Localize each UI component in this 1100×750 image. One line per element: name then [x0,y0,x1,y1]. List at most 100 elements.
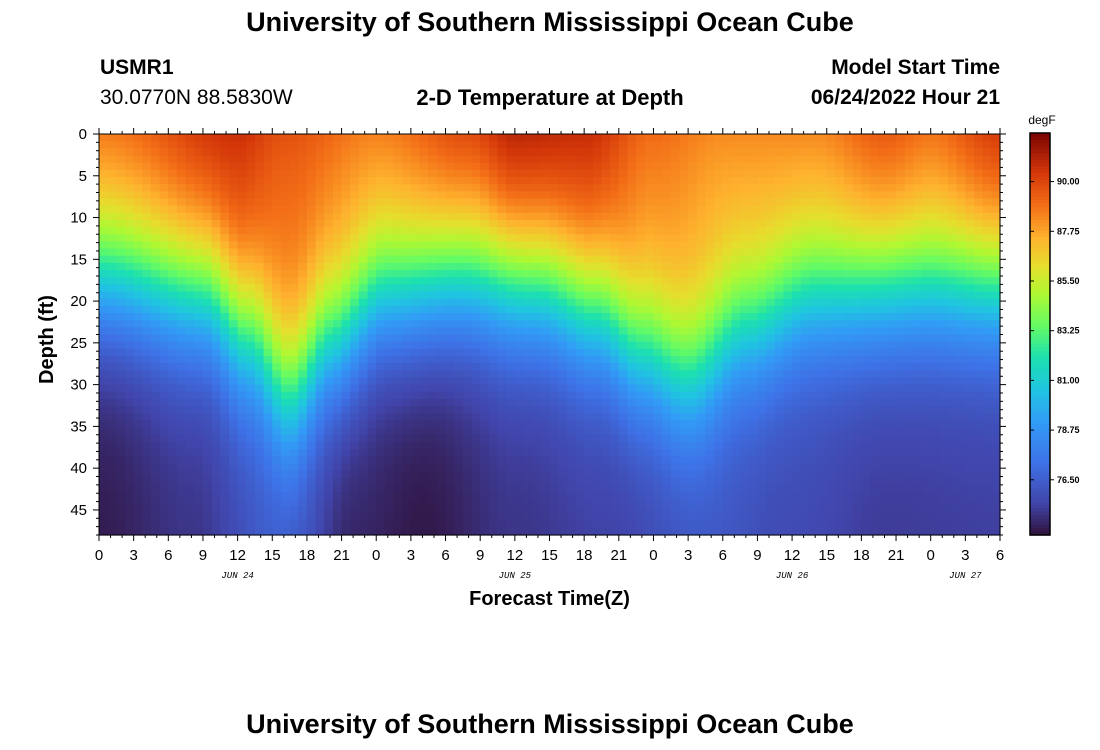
heatmap-cell [367,320,377,328]
heatmap-cell [202,291,213,300]
heatmap-cell [809,198,819,207]
heatmap-cell [818,363,828,371]
heatmap-cell [835,184,845,192]
heatmap-cell [679,434,689,443]
heatmap-cell [852,441,862,450]
heatmap-cell [107,384,117,393]
heatmap-cell [202,155,213,164]
heatmap-cell [402,291,412,300]
heatmap-cell [826,420,836,429]
heatmap-cell [159,305,169,314]
heatmap-cell [185,155,195,164]
heatmap-cell [272,262,282,271]
heatmap-cell [618,305,629,314]
heatmap-cell [826,277,836,285]
heatmap-cell [306,434,317,443]
heatmap-cell [228,205,239,214]
heatmap-cell [506,527,516,536]
heatmap-cell [246,298,256,307]
heatmap-cell [705,456,715,464]
heatmap-cell [835,384,845,393]
heatmap-cell [202,134,213,142]
heatmap-cell [176,155,187,164]
heatmap-cell [298,327,308,336]
heatmap-cell [844,506,854,515]
heatmap-cell [480,234,490,243]
heatmap-cell [592,141,603,149]
heatmap-cell [445,248,455,257]
heatmap-cell [766,449,776,457]
heatmap-cell [246,148,256,157]
heatmap-cell [168,270,178,278]
heatmap-cell [99,413,109,422]
heatmap-cell [410,262,421,271]
heatmap-cell [194,298,204,307]
heatmap-cell [688,305,698,314]
heatmap-cell [211,255,221,264]
heatmap-cell [722,477,733,486]
heatmap-cell [324,298,334,307]
heatmap-cell [350,327,360,336]
heatmap-cell [350,162,360,171]
heatmap-cell [835,298,845,307]
heatmap-cell [142,227,152,235]
heatmap-cell [644,492,655,500]
heatmap-cell [445,327,455,336]
heatmap-cell [246,363,256,371]
heatmap-cell [263,513,273,522]
heatmap-cell [558,341,568,350]
heatmap-cell [688,427,698,436]
heatmap-cell [150,370,161,379]
heatmap-cell [324,506,334,515]
heatmap-cell [809,391,819,400]
heatmap-cell [107,348,117,357]
heatmap-cell [402,334,412,343]
heatmap-cell [228,305,239,314]
heatmap-cell [306,398,317,407]
heatmap-cell [497,270,507,278]
heatmap-cell [783,527,793,536]
heatmap-cell [254,427,265,436]
heatmap-cell [350,406,360,414]
heatmap-cell [202,456,213,464]
heatmap-cell [714,520,724,529]
heatmap-cell [861,284,871,293]
heatmap-cell [818,219,828,228]
heatmap-cell [844,277,854,285]
heatmap-cell [731,270,741,278]
heatmap-cell [202,262,213,271]
heatmap-cell [393,141,403,149]
heatmap-cell [194,148,204,157]
heatmap-cell [870,184,880,192]
heatmap-cell [826,391,836,400]
heatmap-cell [488,155,499,164]
heatmap-cell [861,413,871,422]
heatmap-cell [194,527,204,536]
heatmap-cell [523,241,533,250]
heatmap-cell [826,484,836,493]
heatmap-cell [610,449,620,457]
heatmap-cell [142,155,152,164]
heatmap-cell [176,363,187,371]
heatmap-cell [159,420,169,429]
heatmap-cell [826,162,836,171]
heatmap-cell [592,427,603,436]
heatmap-cell [809,434,819,443]
heatmap-cell [159,148,169,157]
heatmap-cell [679,334,689,343]
heatmap-cell [610,413,620,422]
heatmap-cell [133,456,143,464]
heatmap-cell [142,270,152,278]
heatmap-cell [462,284,473,293]
heatmap-cell [809,456,819,464]
heatmap-cell [818,277,828,285]
heatmap-cell [592,191,603,200]
heatmap-cell [358,134,369,142]
heatmap-cell [766,341,776,350]
heatmap-cell [436,363,447,371]
heatmap-cell [159,284,169,293]
heatmap-cell [376,441,386,450]
heatmap-cell [740,320,750,328]
heatmap-cell [861,420,871,429]
heatmap-cell [376,212,386,221]
